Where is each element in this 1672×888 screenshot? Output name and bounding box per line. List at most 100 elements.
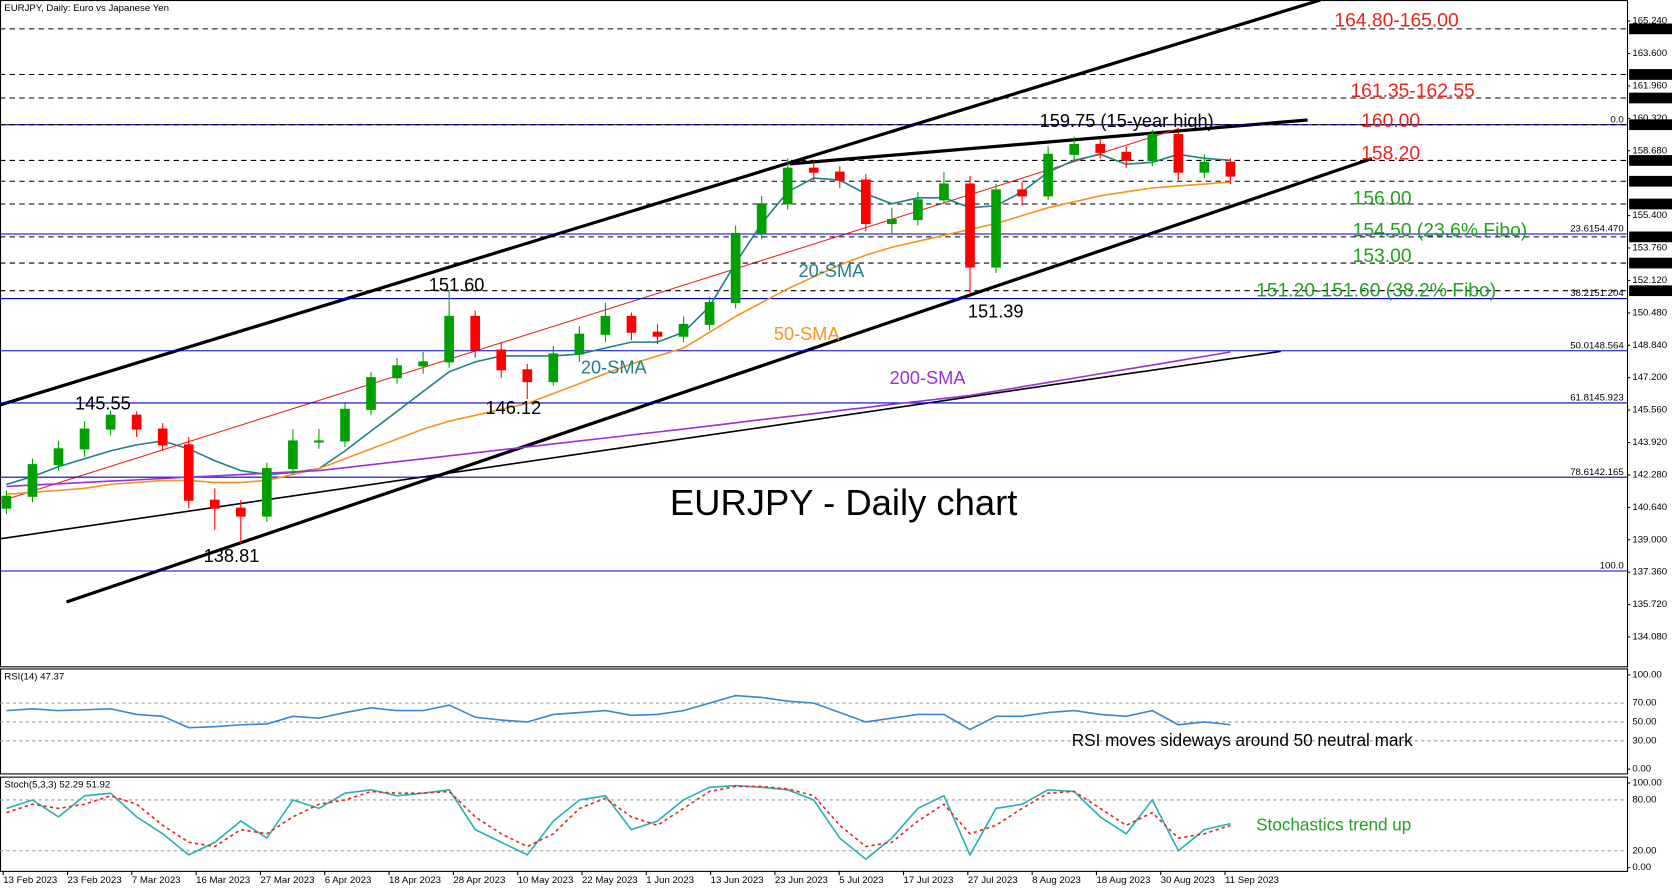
candle-body <box>548 353 559 383</box>
annotation: EURJPY - Daily chart <box>670 482 1018 523</box>
candle-body <box>834 171 845 181</box>
indicator-line <box>6 784 1231 861</box>
y-tick-label: 100.00 <box>1632 778 1661 789</box>
candle-body <box>1199 161 1210 173</box>
pane-label: Stoch(5,3,3) 52.29 51.92 <box>4 780 110 791</box>
x-tick-label: 16 Mar 2023 <box>196 875 250 886</box>
annotation: 145.55 <box>75 394 131 414</box>
fib-level: 61.8 <box>1570 392 1589 403</box>
candle-body <box>1095 143 1106 153</box>
candle-body <box>887 219 897 225</box>
y-tick-label: 50.00 <box>1632 717 1656 728</box>
annotation: RSI moves sideways around 50 neutral mar… <box>1072 730 1413 750</box>
level-box <box>1629 285 1672 297</box>
candle-body <box>209 499 220 509</box>
candle-body <box>1043 153 1053 197</box>
fib-price: 142.165 <box>1589 466 1624 477</box>
level-label: 162.540 <box>1631 69 1666 80</box>
annotation: 151.60 <box>429 275 485 295</box>
candle-body <box>965 183 975 268</box>
y-tick-label: 153.760 <box>1632 243 1667 254</box>
x-tick-label: 11 Sep 2023 <box>1225 875 1279 886</box>
annotation: 160.00 <box>1361 111 1420 132</box>
annotation: 154.50 (23.6% Fibo) <box>1353 220 1528 241</box>
sma-line <box>6 351 1231 488</box>
fib-level: 23.6 <box>1570 223 1589 234</box>
fib-label: 23.6154.470 <box>1570 223 1624 234</box>
candle-body <box>366 377 376 410</box>
annotation: Stochastics trend up <box>1256 814 1411 834</box>
level-label: 158.190 <box>1631 155 1666 166</box>
candle-body <box>626 315 637 333</box>
annotation: 151.20-151.60 (38.2% Fibo) <box>1256 280 1496 301</box>
x-tick-label: 23 Jun 2023 <box>775 875 828 886</box>
level-label: 151.600 <box>1631 285 1666 296</box>
candle-body <box>913 199 923 221</box>
level-box <box>1629 231 1672 243</box>
annotation: 161.35-162.55 <box>1350 81 1474 102</box>
candle-body <box>1017 189 1027 197</box>
annotation: 153.00 <box>1353 246 1412 267</box>
x-tick-label: 13 Jun 2023 <box>711 875 764 886</box>
candle-body <box>1121 151 1132 161</box>
candle-body <box>730 232 741 304</box>
candle-body <box>678 323 689 337</box>
x-tick-label: 5 Jul 2023 <box>839 875 883 886</box>
y-tick-label: 161.960 <box>1632 80 1667 91</box>
candle-body <box>314 440 324 443</box>
level-label: 164.847 <box>1631 23 1666 34</box>
candle-body <box>340 408 350 442</box>
level-label: 157.139 <box>1631 176 1666 187</box>
candle-body <box>288 440 298 470</box>
candle-body <box>1 495 12 509</box>
y-tick-label: 100.00 <box>1632 669 1661 680</box>
fib-label: 38.2151.204 <box>1570 288 1624 299</box>
annotation: 200-SMA <box>890 368 967 388</box>
annotation: 159.75 (15-year high) <box>1040 111 1214 131</box>
level-box <box>1629 257 1672 269</box>
fib-price: 154.470 <box>1589 223 1624 234</box>
fib-level: 38.2 <box>1570 288 1589 299</box>
level-box <box>1629 175 1672 187</box>
fib-level: 78.6 <box>1570 466 1589 477</box>
level-label: 160.000 <box>1631 119 1666 130</box>
y-tick-label: 135.720 <box>1632 599 1667 610</box>
candle-body <box>262 468 272 517</box>
x-tick-label: 27 Jul 2023 <box>968 875 1018 886</box>
channel-lower <box>65 157 1373 604</box>
fib-label: 100.0 <box>1600 560 1624 571</box>
candle-body <box>105 414 116 430</box>
y-tick-label: 143.920 <box>1632 437 1667 448</box>
level-box <box>1629 23 1672 35</box>
candle-body <box>704 302 715 325</box>
level-label: 155.988 <box>1631 199 1666 210</box>
annotation: 158.20 <box>1361 143 1420 164</box>
y-tick-label: 158.680 <box>1632 145 1667 156</box>
fib-label: 0.0 <box>1610 114 1623 125</box>
y-tick-label: 70.00 <box>1632 698 1656 709</box>
x-tick-label: 1 Jun 2023 <box>646 875 694 886</box>
y-tick-label: 165.240 <box>1632 16 1667 27</box>
sma-line <box>6 181 1231 496</box>
candle-body <box>183 444 194 501</box>
fib-price: 148.564 <box>1589 340 1624 351</box>
y-tick-label: 137.360 <box>1632 567 1667 578</box>
fib-price: 151.204 <box>1589 288 1624 299</box>
y-tick-label: 150.480 <box>1632 307 1667 318</box>
candle-body <box>939 183 949 201</box>
regression-line <box>0 128 1180 502</box>
indicator-line <box>6 694 1231 731</box>
y-tick-label: 139.000 <box>1632 534 1667 545</box>
level-label: 154.324 <box>1631 231 1666 242</box>
annotation: 20-SMA <box>798 261 865 281</box>
x-tick-label: 17 Jul 2023 <box>904 875 954 886</box>
x-tick-label: 28 Apr 2023 <box>453 875 505 886</box>
y-tick-label: 30.00 <box>1632 735 1656 746</box>
fib-label: 61.8145.923 <box>1570 392 1624 403</box>
candle-body <box>392 365 402 379</box>
y-tick-label: 163.600 <box>1632 48 1667 59</box>
chart-title: EURJPY, Daily: Euro vs Japanese Yen <box>4 3 169 14</box>
annotation: 164.80-165.00 <box>1334 11 1458 32</box>
